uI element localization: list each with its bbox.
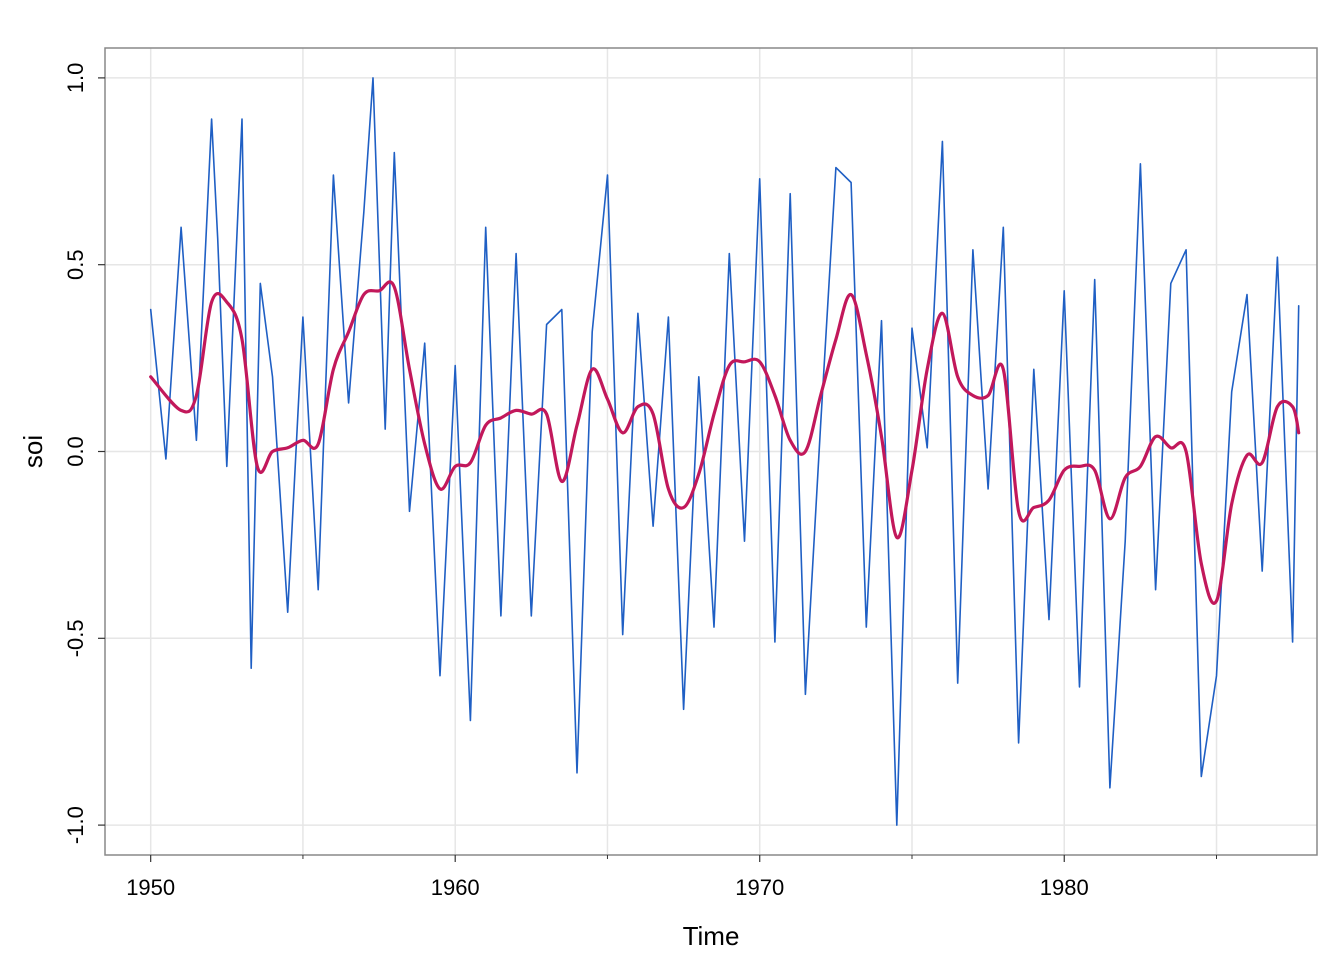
x-tick-label: 1960 xyxy=(431,875,480,900)
x-axis: 1950 1960 1970 1980 xyxy=(126,855,1218,900)
soi-smoothed-series-line xyxy=(149,280,1301,605)
y-tick-label: 0.5 xyxy=(63,249,88,280)
soi-raw-series-line xyxy=(149,77,1300,826)
y-tick-label: -0.5 xyxy=(63,619,88,657)
y-axis: -1.0 -0.5 0.0 0.5 1.0 xyxy=(63,63,105,844)
series-layer xyxy=(149,77,1301,826)
x-axis-title: Time xyxy=(683,921,740,951)
y-axis-title: soi xyxy=(18,435,48,468)
x-tick-label: 1980 xyxy=(1040,875,1089,900)
x-tick-label: 1950 xyxy=(126,875,175,900)
y-tick-label: 0.0 xyxy=(63,436,88,467)
grid-lines xyxy=(105,48,1317,855)
x-tick-label: 1970 xyxy=(735,875,784,900)
y-tick-label: 1.0 xyxy=(63,63,88,94)
y-tick-label: -1.0 xyxy=(63,806,88,844)
